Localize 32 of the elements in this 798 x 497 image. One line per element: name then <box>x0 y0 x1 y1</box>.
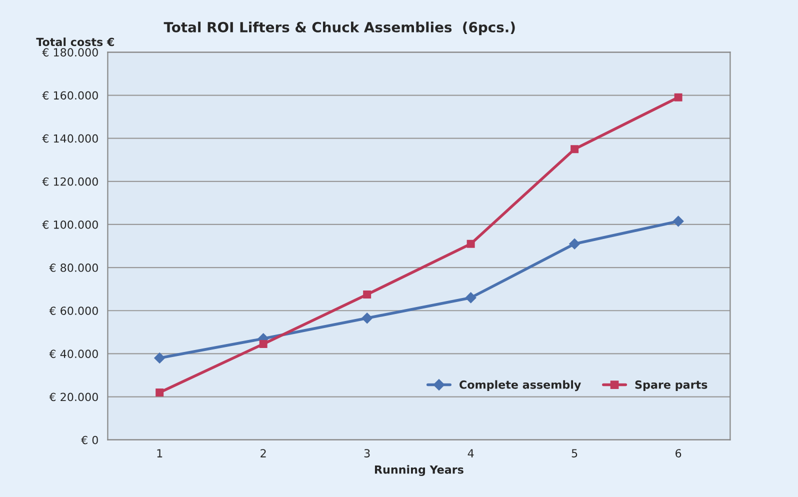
point <box>363 290 372 298</box>
x-tick-label: 4 <box>468 449 474 458</box>
y-tick-label: € 40.000 <box>49 350 98 358</box>
point <box>362 312 373 324</box>
point <box>674 93 682 102</box>
legend-label: Spare parts <box>635 380 708 391</box>
legend-label: Complete assembly <box>460 380 581 392</box>
chart-title: Total ROI Lifters & Chuck Assemblies (6pcs.) <box>164 22 515 36</box>
point <box>569 238 580 250</box>
y-tick-label: € 60.000 <box>49 306 98 316</box>
point <box>466 240 475 248</box>
x-tick-label: 2 <box>260 449 266 458</box>
point <box>259 340 268 348</box>
y-tick-label: € 0 <box>81 436 98 444</box>
x-tick-label: 6 <box>676 449 682 458</box>
point <box>154 352 166 364</box>
point <box>465 292 476 304</box>
x-tick-label: 1 <box>157 449 162 458</box>
y-tick-label: € 80.000 <box>49 264 98 272</box>
y-tick-label: € 180.000 <box>42 48 98 57</box>
y-tick-label: € 20.000 <box>49 392 98 402</box>
y-axis-title: Total costs € <box>36 38 114 46</box>
point <box>156 388 164 396</box>
x-tick-label: 5 <box>572 449 578 458</box>
x-axis-title: Running Years <box>374 465 464 476</box>
y-tick-label: € 160.000 <box>42 91 98 100</box>
y-tick-label: € 120.000 <box>42 177 98 186</box>
x-tick-label: 3 <box>364 449 370 458</box>
point <box>672 216 684 227</box>
y-tick-label: € 140.000 <box>42 134 98 143</box>
point <box>570 145 579 154</box>
y-tick-label: € 100.000 <box>42 220 98 229</box>
